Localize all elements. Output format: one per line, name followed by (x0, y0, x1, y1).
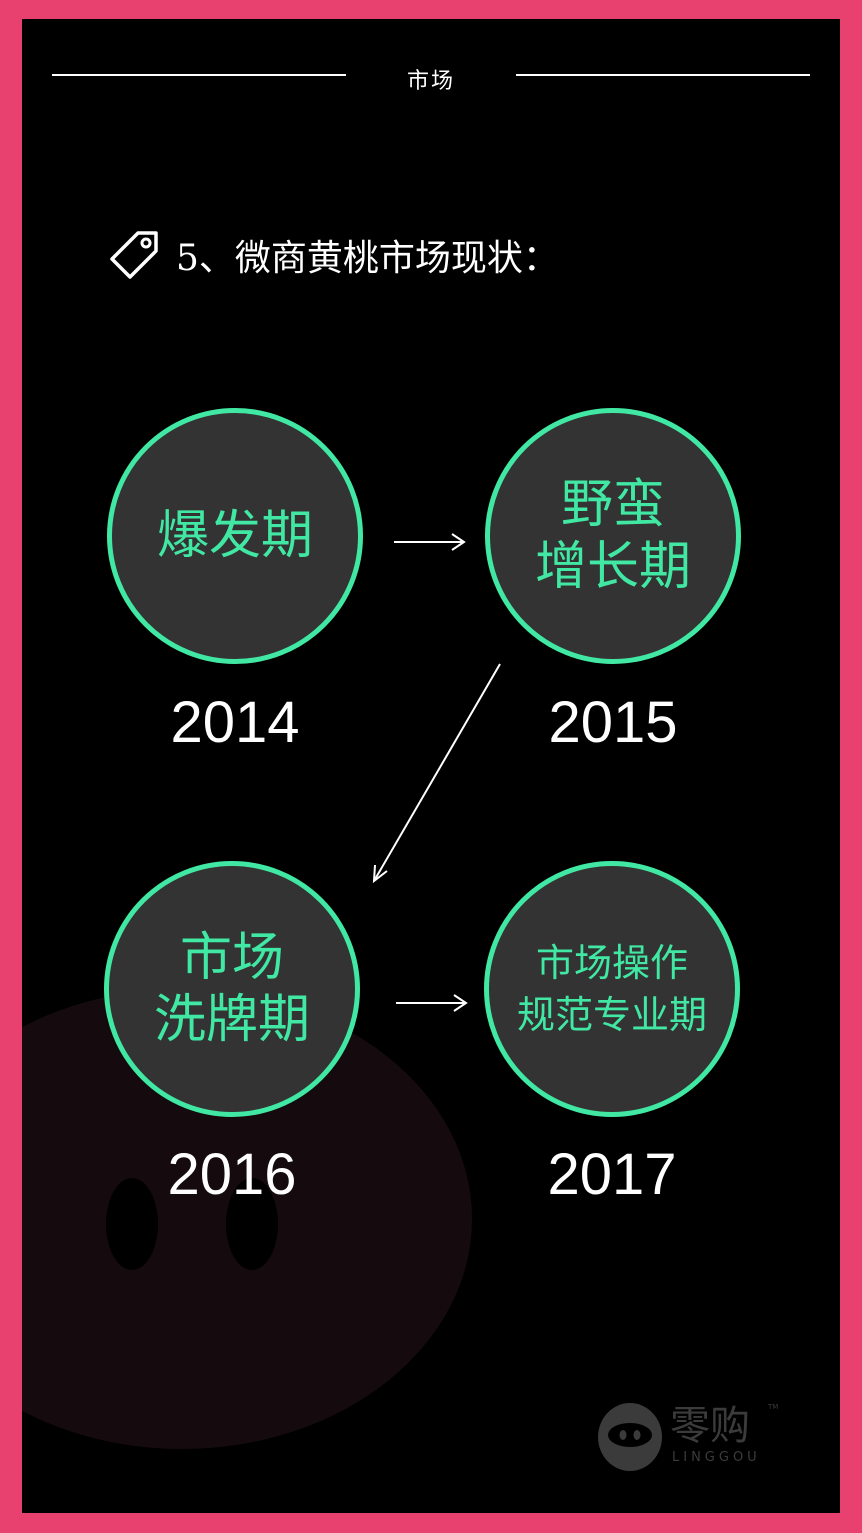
page-frame: 市场 5、微商黄桃市场现状： 爆发期 2014 野蛮 增长期 2015 市场 洗… (22, 19, 840, 1513)
stage-3-label-line-1: 市场 (179, 928, 284, 988)
flow-arrows (372, 533, 501, 1012)
mascot-watermark (22, 989, 472, 1449)
stage-2-label-line-1: 野蛮 (560, 475, 665, 535)
svg-text:TM: TM (767, 1403, 778, 1411)
stage-4-label-line-2: 规范专业期 (516, 993, 707, 1037)
section-title: 5、微商黄桃市场现状： (176, 238, 559, 279)
stage-1-label-line-1: 爆发期 (156, 506, 313, 566)
stage-4-label-line-1: 市场操作 (535, 941, 688, 985)
stage-2-label-line-2: 增长期 (534, 537, 691, 597)
svg-text:零购: 零购 (670, 1403, 750, 1449)
stage-4-year: 2017 (547, 1142, 677, 1207)
header-rule-left (52, 74, 346, 76)
arrow-right-icon (396, 994, 468, 1012)
stage-2-year: 2015 (548, 690, 678, 755)
tag-icon (110, 231, 158, 279)
stage-1-year: 2014 (170, 690, 300, 755)
stage-3-label-line-2: 洗牌期 (153, 990, 310, 1050)
arrow-diagonal-icon (372, 663, 501, 884)
linggou-logo: 零购 TM LINGGOU (598, 1403, 778, 1471)
header-rule-right (516, 74, 810, 76)
svg-text:LINGGOU: LINGGOU (672, 1450, 761, 1465)
header-title: 市场 (406, 69, 455, 94)
stage-circle-1: 爆发期 (107, 408, 363, 664)
section-heading: 5、微商黄桃市场现状： (108, 229, 559, 281)
stage-3-year: 2016 (167, 1142, 297, 1207)
stage-circle-4: 市场操作 规范专业期 (484, 861, 740, 1117)
stage-circle-3: 市场 洗牌期 (104, 861, 360, 1117)
arrow-right-icon (394, 533, 466, 551)
stage-circle-2: 野蛮 增长期 (485, 408, 741, 664)
